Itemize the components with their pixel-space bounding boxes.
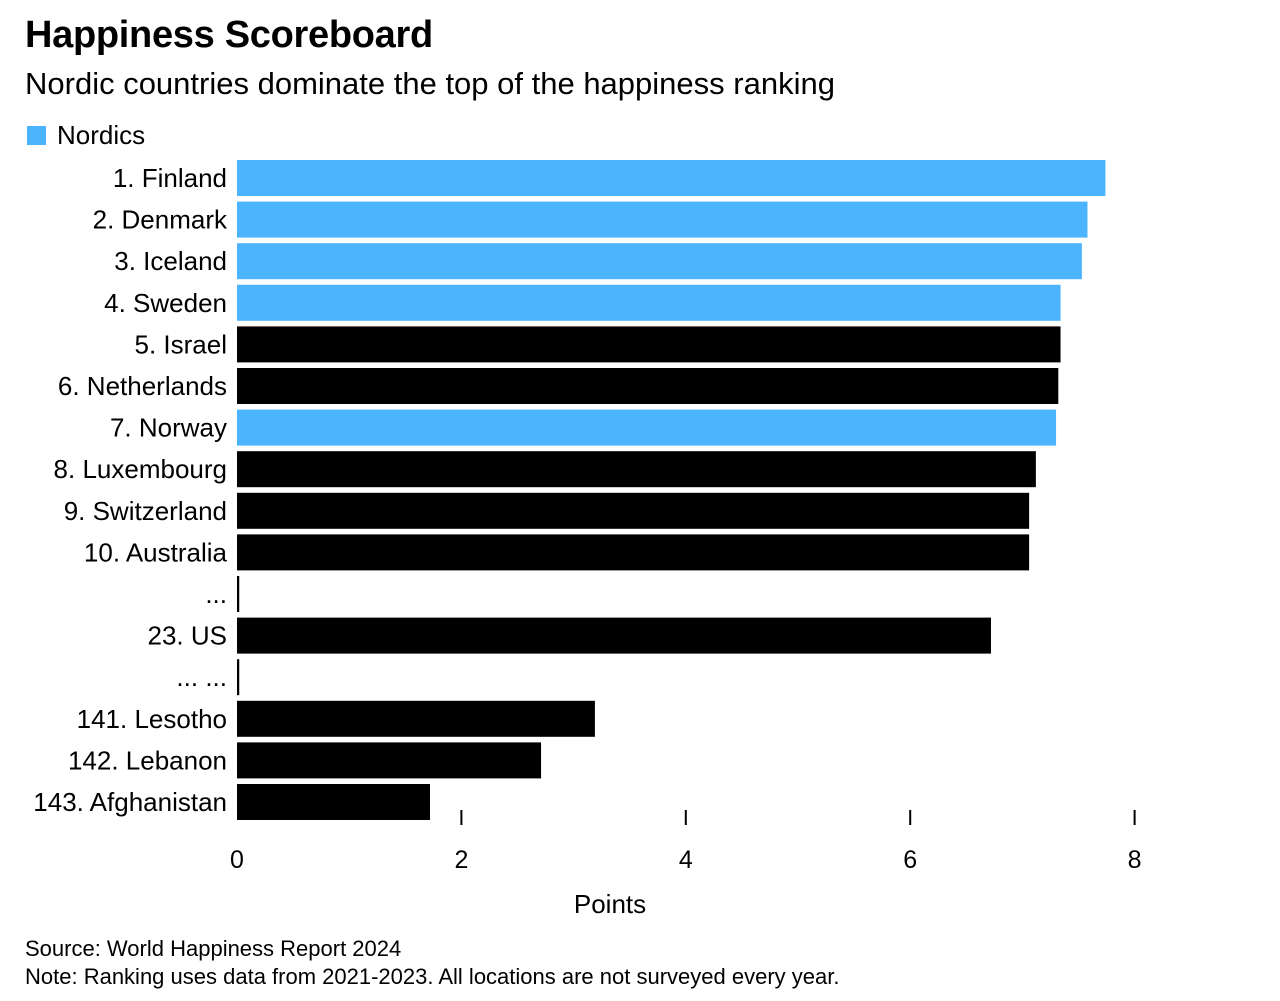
category-label: 2. Denmark (93, 205, 228, 235)
legend-label-nordics: Nordics (57, 120, 146, 150)
legend-swatch-nordics (27, 126, 46, 145)
category-label: 142. Lebanon (68, 745, 227, 775)
source-note: Source: World Happiness Report 2024 (25, 936, 402, 961)
bar (237, 243, 1082, 280)
x-tick-label: 0 (230, 846, 244, 874)
bar (237, 742, 542, 779)
bar (237, 284, 1061, 321)
bar (237, 534, 1030, 571)
category-label: ... (205, 579, 227, 609)
bar (237, 160, 1106, 196)
bar (237, 451, 1036, 488)
category-label: 4. Sweden (104, 288, 227, 318)
bar (237, 700, 595, 737)
category-label: 6. Netherlands (58, 371, 227, 401)
category-label: 5. Israel (135, 329, 228, 359)
x-tick-label: 6 (903, 846, 917, 874)
chart-subtitle: Nordic countries dominate the top of the… (25, 66, 835, 101)
footnote: Note: Ranking uses data from 2021-2023. … (25, 964, 840, 989)
bar-chart: 1. Finland 2. Denmark 3. Iceland 4. Sweden 5… (33, 160, 1142, 919)
bar (237, 201, 1088, 238)
category-label: 10. Australia (84, 537, 228, 567)
bar (237, 576, 240, 612)
bar (237, 617, 991, 654)
bar (237, 409, 1057, 446)
x-tick-label: 4 (679, 846, 693, 874)
bar (237, 492, 1030, 529)
category-label: 23. US (148, 621, 228, 651)
category-label: 7. Norway (110, 413, 227, 443)
x-tick-label: 8 (1128, 846, 1142, 874)
category-label: ... ... (176, 662, 227, 692)
x-tick-label: 2 (454, 846, 468, 874)
x-axis-label: Points (574, 889, 646, 919)
category-label: 141. Lesotho (77, 704, 227, 734)
category-label: 8. Luxembourg (54, 454, 227, 484)
bar (237, 659, 240, 696)
bar (237, 784, 430, 820)
category-label: 9. Switzerland (64, 496, 227, 526)
legend: Nordics (27, 120, 145, 151)
bar (237, 326, 1061, 363)
bar (237, 368, 1059, 404)
chart-title: Happiness Scoreboard (25, 14, 433, 56)
category-label: 143. Afghanistan (33, 787, 227, 817)
category-label: 3. Iceland (114, 246, 227, 276)
category-label: 1. Finland (113, 163, 227, 193)
